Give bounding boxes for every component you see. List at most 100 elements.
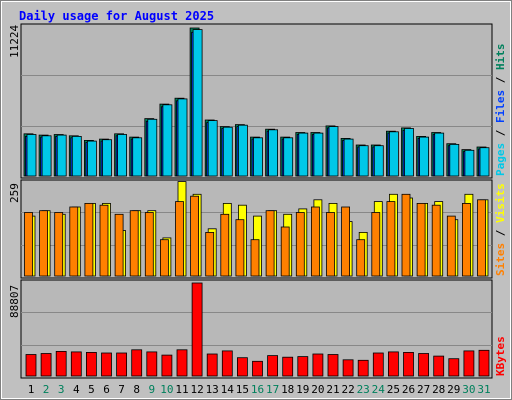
pages-bar bbox=[283, 137, 294, 177]
legend-visits: Visits bbox=[494, 183, 507, 223]
pages-bar bbox=[253, 137, 263, 177]
day-label: 27 bbox=[417, 383, 430, 396]
sites-bar bbox=[401, 193, 411, 277]
day-label: 12 bbox=[190, 383, 203, 396]
day-label: 4 bbox=[73, 383, 80, 396]
sites-bar bbox=[175, 201, 184, 277]
day-label: 25 bbox=[387, 383, 400, 396]
day-label: 20 bbox=[311, 383, 324, 396]
kbytes-bar bbox=[463, 350, 475, 377]
pages-bar bbox=[479, 147, 490, 177]
kbytes-legend: KBytes bbox=[494, 336, 507, 376]
kbytes-bar bbox=[40, 353, 52, 377]
visits-legend: Sites / Visits bbox=[494, 183, 507, 276]
kbytes-bar bbox=[25, 354, 37, 377]
sites-bar bbox=[24, 212, 33, 277]
pages-bar bbox=[102, 139, 112, 177]
pages-bar bbox=[404, 128, 414, 177]
kbytes-bar bbox=[403, 351, 414, 377]
kbytes-bar bbox=[55, 350, 67, 377]
day-label: 1 bbox=[28, 383, 35, 396]
pages-bar bbox=[464, 149, 475, 177]
legend-kbytes: KBytes bbox=[494, 336, 507, 376]
pages-bar bbox=[328, 126, 339, 177]
kbytes-bar bbox=[448, 358, 460, 377]
sites-bar bbox=[129, 210, 139, 277]
kbytes-bar bbox=[267, 355, 279, 377]
kbytes-bar bbox=[70, 351, 82, 377]
day-label: 2 bbox=[43, 383, 50, 396]
sites-bar bbox=[356, 239, 366, 277]
sites-bar bbox=[190, 195, 200, 277]
pages-bar bbox=[56, 134, 67, 177]
legend-files: Files bbox=[494, 90, 507, 123]
pages-bar bbox=[26, 134, 37, 177]
pages-bar bbox=[207, 120, 218, 177]
kbytes-bar bbox=[236, 357, 248, 377]
pages-bar bbox=[343, 138, 354, 177]
sites-bar bbox=[341, 206, 351, 277]
day-label: 7 bbox=[118, 383, 125, 396]
sites-bar bbox=[54, 212, 64, 277]
sites-bar bbox=[69, 206, 79, 277]
hits-legend: Pages / Files / Hits bbox=[494, 44, 507, 177]
day-label: 8 bbox=[133, 383, 140, 396]
day-label: 13 bbox=[206, 383, 219, 396]
kbytes-bar bbox=[418, 353, 430, 377]
sites-bar bbox=[477, 199, 486, 277]
kbytes-bar bbox=[101, 352, 112, 377]
day-label: 29 bbox=[447, 383, 460, 396]
kbytes-bar bbox=[297, 356, 309, 377]
pages-bar bbox=[222, 126, 233, 177]
sites-bar bbox=[386, 201, 396, 277]
chart-marks bbox=[23, 27, 490, 377]
pages-bar bbox=[449, 143, 460, 177]
kbytes-bar bbox=[176, 349, 188, 377]
day-label: 24 bbox=[372, 383, 386, 396]
day-label: 19 bbox=[296, 383, 309, 396]
day-label: 17 bbox=[266, 383, 279, 396]
kbytes-bar bbox=[387, 351, 399, 377]
legend-hits: Hits bbox=[494, 44, 507, 71]
day-label: 9 bbox=[148, 383, 155, 396]
kbytes-bar bbox=[146, 351, 158, 377]
pages-bar bbox=[147, 118, 158, 177]
day-label: 10 bbox=[160, 383, 173, 396]
sites-bar bbox=[205, 231, 215, 277]
day-label: 11 bbox=[175, 383, 188, 396]
day-label: 30 bbox=[462, 383, 475, 396]
sites-bar bbox=[235, 219, 245, 277]
kbytes-bar bbox=[433, 355, 445, 377]
day-label: 31 bbox=[477, 383, 490, 396]
chart-title: Daily usage for August 2025 bbox=[19, 9, 214, 23]
kbytes-bar bbox=[161, 354, 173, 377]
kbytes-bar bbox=[282, 356, 294, 377]
sites-bar bbox=[310, 206, 320, 277]
kbytes-bar bbox=[191, 282, 203, 377]
kbytes-bar bbox=[327, 354, 339, 377]
pages-bar bbox=[358, 145, 369, 177]
legend-sep: / bbox=[494, 123, 507, 143]
day-labels: 1 2 3 4 5 6 7 8 9 10 11 12 13 14 15 16 17 18 19 20 21 22 23 24 2… bbox=[28, 383, 491, 396]
pages-bar bbox=[177, 98, 188, 177]
sites-bar bbox=[371, 212, 381, 277]
kbytes-bar bbox=[252, 360, 263, 377]
day-label: 5 bbox=[88, 383, 95, 396]
kbytes-bar bbox=[357, 359, 369, 377]
kbytes-bar bbox=[478, 349, 490, 377]
pages-bar bbox=[41, 135, 52, 177]
hits-max-label: 11224 bbox=[8, 25, 21, 58]
sites-bar bbox=[431, 204, 441, 277]
day-label: 28 bbox=[432, 383, 445, 396]
sites-bar bbox=[144, 212, 154, 277]
sites-bar bbox=[446, 215, 456, 277]
day-label: 15 bbox=[236, 383, 249, 396]
pages-bar bbox=[192, 29, 203, 177]
day-label: 26 bbox=[402, 383, 415, 396]
sites-bar bbox=[461, 202, 471, 277]
day-label: 18 bbox=[281, 383, 294, 396]
kbytes-bar bbox=[312, 353, 324, 377]
